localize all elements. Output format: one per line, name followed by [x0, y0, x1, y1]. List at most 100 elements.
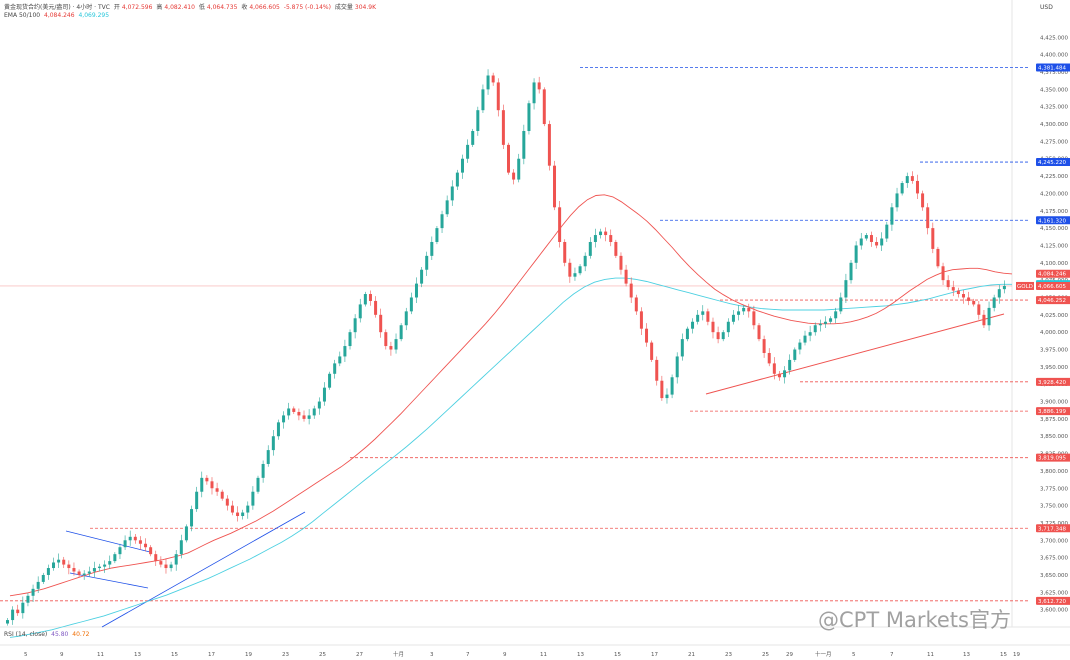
- candle-body: [834, 311, 838, 319]
- y-tick-label: 3,725.000: [1040, 521, 1068, 527]
- symbol-tag: [1016, 281, 1034, 290]
- candle-body: [900, 183, 904, 194]
- candle-body: [803, 335, 807, 343]
- candle-body: [144, 543, 148, 548]
- candle-body: [721, 332, 725, 340]
- candle-body: [471, 130, 475, 145]
- candle-body: [537, 82, 541, 90]
- candle-body: [859, 238, 863, 246]
- candle-body: [558, 207, 562, 242]
- x-tick-label: 27: [356, 652, 363, 658]
- level-tag: [1036, 377, 1070, 386]
- candle-body: [205, 477, 209, 482]
- x-tick-label: 11: [540, 652, 547, 658]
- candle-body: [159, 561, 163, 565]
- x-tick-label: 11: [97, 652, 104, 658]
- candle-body: [532, 82, 536, 104]
- candle-body: [210, 481, 214, 489]
- candle-body: [486, 75, 490, 90]
- candle-body: [798, 342, 802, 350]
- x-tick-label: 15: [614, 652, 621, 658]
- candle-body: [430, 241, 434, 256]
- candle-body: [997, 289, 1001, 298]
- candle-body: [404, 311, 408, 326]
- candle-body: [967, 297, 971, 301]
- candle-body: [384, 332, 388, 347]
- y-tick-label: 3,850.000: [1040, 434, 1068, 440]
- level-tag: [1036, 524, 1070, 533]
- candle-body: [31, 588, 35, 596]
- candle-body: [675, 356, 679, 378]
- candle-body: [864, 235, 868, 239]
- candle-body: [256, 477, 260, 492]
- candle-body: [609, 235, 613, 242]
- candle-body: [880, 238, 884, 246]
- candle-body: [215, 488, 219, 492]
- candle-body: [936, 248, 940, 267]
- candle-body: [450, 186, 454, 201]
- candle-body: [895, 193, 899, 208]
- rsi-legend[interactable]: RSI (14, close) 45.80 40.72: [4, 631, 91, 638]
- y-tick-label: 4,025.000: [1040, 313, 1068, 319]
- candle-body: [931, 228, 935, 249]
- candle-body: [26, 595, 30, 603]
- candle-body: [87, 571, 91, 574]
- candle-body: [164, 564, 168, 569]
- candle-body: [588, 241, 592, 256]
- candle-body: [379, 314, 383, 333]
- x-tick-label: 十一月: [815, 650, 832, 658]
- candle-body: [869, 235, 873, 242]
- x-tick-label: 17: [208, 652, 215, 658]
- x-tick-label: 5: [852, 652, 856, 658]
- level-tag-label: 4,046.252: [1038, 298, 1066, 304]
- x-tick-label: 19: [1013, 652, 1020, 658]
- candle-body: [118, 547, 122, 555]
- y-tick-label: 3,975.000: [1040, 348, 1068, 354]
- x-tick-label: 25: [319, 652, 326, 658]
- candle-body: [460, 158, 464, 173]
- candle-body: [123, 540, 127, 548]
- candle-body: [665, 394, 669, 399]
- y-tick-label: 4,125.000: [1040, 243, 1068, 249]
- ema-legend[interactable]: EMA 50/100 4,084.246 4,069.295: [4, 12, 111, 19]
- candle-body: [195, 491, 199, 510]
- candle-body: [82, 573, 86, 575]
- x-tick-label: 15: [171, 652, 178, 658]
- candle-body: [292, 408, 296, 412]
- candle-body: [455, 172, 459, 187]
- open-value: 4,072.596: [121, 4, 153, 11]
- candle-body: [972, 300, 976, 305]
- candle-body: [634, 297, 638, 312]
- x-tick-label: 3: [430, 652, 434, 658]
- candle-body: [57, 559, 61, 563]
- level-tag: [1036, 158, 1070, 167]
- ema50-line: [9, 194, 1013, 597]
- candle-body: [353, 318, 357, 333]
- candle-body: [921, 193, 925, 208]
- x-tick-label: 13: [963, 652, 970, 658]
- value-tag: [1036, 269, 1070, 278]
- candle-body: [783, 370, 787, 378]
- y-tick-label: 4,150.000: [1040, 226, 1068, 232]
- candle-body: [501, 110, 505, 145]
- candle-body: [629, 283, 633, 298]
- candle-body: [691, 321, 695, 329]
- candle-body: [619, 255, 623, 270]
- x-tick-label: 19: [245, 652, 252, 658]
- candle-body: [650, 342, 654, 360]
- y-tick-label: 4,375.000: [1040, 70, 1068, 76]
- candle-body: [747, 307, 751, 312]
- candle-body: [507, 144, 510, 173]
- candle-body: [982, 314, 986, 326]
- candle-body: [726, 321, 730, 333]
- level-tag: [1036, 296, 1070, 305]
- candle-body: [992, 297, 996, 308]
- y-tick-label: 3,775.000: [1040, 486, 1068, 492]
- candle-body: [98, 566, 102, 569]
- candle-body: [282, 415, 286, 423]
- candle-body: [312, 408, 316, 416]
- level-tag-label: 3,928.420: [1038, 380, 1066, 386]
- candle-body: [752, 311, 756, 326]
- candle-body: [302, 415, 306, 419]
